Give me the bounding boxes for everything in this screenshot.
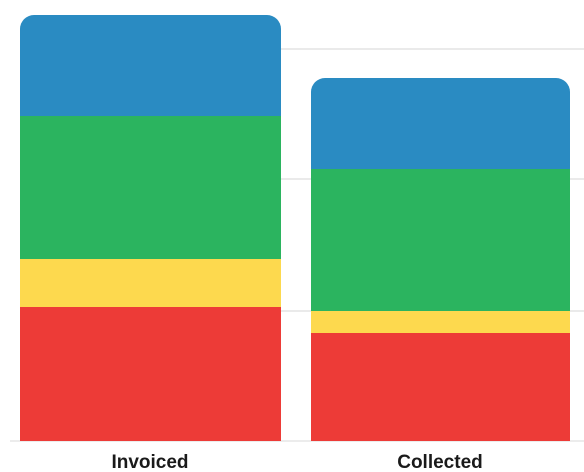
bar-segment-collected-2 (311, 169, 570, 311)
bar-segment-invoiced-0 (20, 307, 281, 441)
bar-segment-invoiced-2 (20, 116, 281, 259)
bar-segment-collected-3 (311, 78, 570, 169)
category-labels: Invoiced Collected (111, 452, 482, 472)
bar-segment-collected-1 (311, 311, 570, 333)
bars (20, 15, 570, 441)
category-label-invoiced: Invoiced (111, 452, 188, 472)
bar-segment-invoiced-1 (20, 259, 281, 307)
bar-segment-invoiced-3 (20, 15, 281, 116)
bar-segment-collected-0 (311, 333, 570, 441)
bar-stack-invoiced (20, 15, 281, 441)
category-label-collected: Collected (397, 452, 483, 472)
bar-stack-collected (311, 78, 570, 441)
